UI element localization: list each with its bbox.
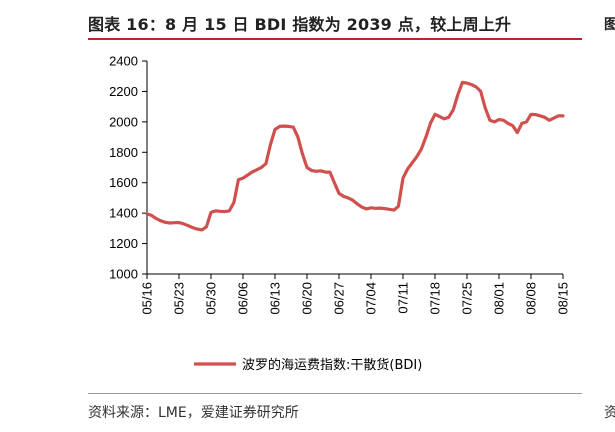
x-tick-label: 06/27 [332,282,347,315]
series-line-bdi [145,80,565,232]
y-tick-label: 1800 [109,145,138,160]
x-tick-label: 06/06 [236,282,251,315]
legend-label: 波罗的海运费指数:干散货(BDI) [242,357,422,373]
y-tick-label: 1400 [109,206,138,221]
y-tick-label: 1000 [109,267,138,282]
x-tick-label: 05/30 [204,282,219,315]
chart-title: 图表 16：8 月 15 日 BDI 指数为 2039 点，较上周上升 [88,15,512,34]
y-tick-label: 1200 [109,236,138,251]
x-tick-label: 07/18 [428,282,443,315]
y-tick-label: 2000 [109,114,138,129]
title-divider [88,38,582,40]
x-tick-label: 07/04 [364,282,379,315]
x-tick-label: 08/08 [524,282,539,315]
next-chart-title-fragment: 图 [604,17,615,33]
x-tick-label: 06/13 [268,282,283,315]
x-tick-label: 05/23 [172,282,187,315]
y-tick-label: 2400 [109,54,138,69]
next-source-fragment: 资 [604,405,615,421]
x-tick-label: 05/16 [140,282,155,315]
y-tick-label: 1600 [109,175,138,190]
x-tick-label: 07/11 [396,282,411,314]
x-tick-label: 07/25 [460,282,475,315]
x-tick-label: 08/01 [492,282,507,315]
y-tick-label: 2200 [109,84,138,99]
x-tick-label: 06/20 [300,282,315,315]
footer-divider [88,393,582,394]
x-tick-label: 08/15 [556,282,571,315]
source-note: 资料来源：LME，爱建证券研究所 [88,405,299,421]
